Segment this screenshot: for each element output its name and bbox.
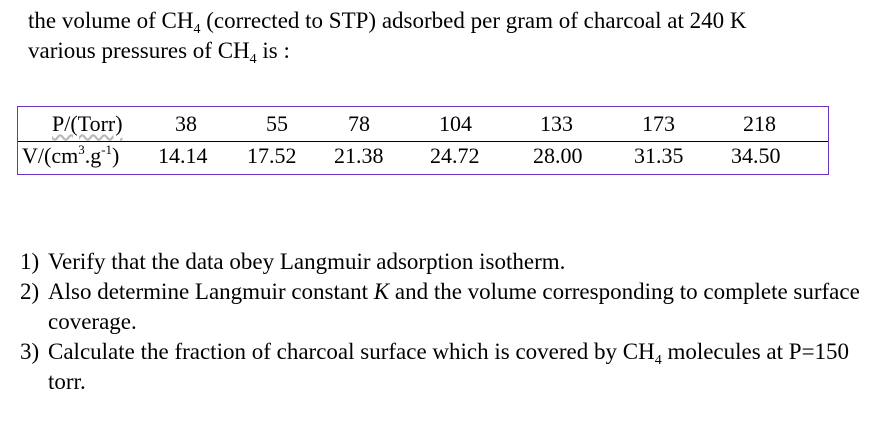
volume-cell: 21.38 bbox=[334, 143, 384, 168]
volume-label-text: .g bbox=[84, 143, 102, 168]
subscript: 4 bbox=[193, 22, 201, 37]
volume-label-text: V/(cm bbox=[22, 143, 79, 168]
volume-cell: 31.35 bbox=[634, 143, 684, 168]
volume-label: V/(cm3.g-1) bbox=[22, 143, 119, 169]
question-number: 2) bbox=[20, 279, 40, 304]
question-text: Verify that the data obey Langmuir adsor… bbox=[48, 249, 566, 274]
intro-line-1: the volume of CH4 (corrected to STP) ads… bbox=[28, 6, 878, 37]
intro-text: the volume of CH bbox=[28, 8, 194, 33]
volume-cell: 28.00 bbox=[533, 143, 583, 168]
subscript: 4 bbox=[249, 52, 257, 67]
pressure-cell: 38 bbox=[175, 111, 197, 136]
intro-text: is : bbox=[256, 38, 290, 63]
volume-cell: 24.72 bbox=[430, 143, 480, 168]
data-table: P/(Torr) 38 55 78 104 133 173 218 V/(cm3… bbox=[17, 106, 829, 175]
intro-line-2: various pressures of CH4 is : bbox=[28, 36, 878, 67]
pressure-row: P/(Torr) 38 55 78 104 133 173 218 bbox=[18, 111, 828, 143]
question-text: and the volume corresponding to complete… bbox=[48, 279, 860, 334]
pressure-cell: 55 bbox=[266, 111, 288, 136]
question-text: molecules at P=150 torr. bbox=[48, 339, 850, 394]
question-text: Calculate the fraction of charcoal surfa… bbox=[48, 339, 655, 364]
constant-k: K bbox=[373, 279, 390, 304]
question-list: 1) Verify that the data obey Langmuir ad… bbox=[20, 247, 880, 397]
subscript: 4 bbox=[654, 353, 662, 368]
pressure-cell: 133 bbox=[540, 111, 573, 136]
pressure-cell: 104 bbox=[439, 111, 472, 136]
question-1: 1) Verify that the data obey Langmuir ad… bbox=[20, 247, 880, 277]
volume-cell: 17.52 bbox=[247, 143, 297, 168]
question-text: Also determine Langmuir constant bbox=[48, 279, 374, 304]
volume-label-text: ) bbox=[112, 143, 120, 168]
pressure-cell: 78 bbox=[348, 111, 370, 136]
pressure-label: P/(Torr) bbox=[52, 111, 123, 137]
question-2: 2) Also determine Langmuir constant K an… bbox=[20, 277, 880, 337]
intro-text: (corrected to STP) adsorbed per gram of … bbox=[200, 8, 747, 33]
question-3: 3) Calculate the fraction of charcoal su… bbox=[20, 337, 880, 397]
pressure-cell: 218 bbox=[743, 111, 776, 136]
question-number: 1) bbox=[20, 249, 40, 274]
table-divider bbox=[18, 141, 828, 142]
question-number: 3) bbox=[20, 339, 40, 364]
superscript: -1 bbox=[101, 142, 113, 157]
volume-cell: 14.14 bbox=[158, 143, 208, 168]
volume-row: V/(cm3.g-1) 14.14 17.52 21.38 24.72 28.0… bbox=[18, 143, 828, 175]
superscript: 3 bbox=[78, 142, 85, 157]
pressure-label-text: P/(Torr) bbox=[52, 111, 123, 136]
volume-cell: 34.50 bbox=[731, 143, 781, 168]
intro-text: various pressures of CH bbox=[28, 38, 250, 63]
pressure-cell: 173 bbox=[642, 111, 675, 136]
problem-intro: the volume of CH4 (corrected to STP) ads… bbox=[28, 6, 878, 67]
